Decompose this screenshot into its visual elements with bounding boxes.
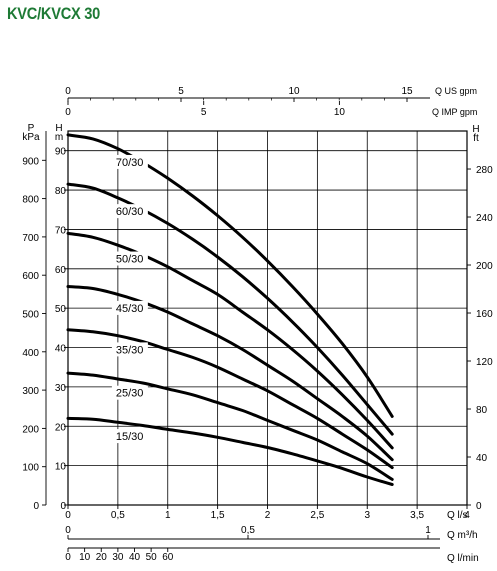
- head-ft-tick-label: 120: [476, 357, 493, 368]
- flow-lmin-tick-label: 30: [112, 552, 124, 563]
- series-label-bg: [111, 429, 148, 444]
- flow-usgpm-tick-label: 5: [178, 86, 184, 97]
- head-ft-tick-label: 80: [476, 405, 488, 416]
- flow-lmin-tick-label: 20: [96, 552, 108, 563]
- flow-impgpm-tick-label: 10: [334, 107, 346, 118]
- series-label-bg: [111, 300, 148, 315]
- flow-lmin-axis-label: Q l/min: [447, 553, 479, 564]
- head-ft-tick-label: 160: [476, 309, 493, 320]
- head-m-tick-label: 90: [55, 147, 67, 158]
- head-ft-tick-label: 40: [476, 453, 488, 464]
- head-ft-tick-label: 240: [476, 213, 493, 224]
- series-curve: [66, 231, 394, 450]
- series-label-bg: [111, 251, 148, 266]
- flow-ls-tick-label: 0,5: [111, 510, 125, 521]
- pressure-axis-unit: kPa: [22, 132, 40, 143]
- head-m-tick-label: 20: [55, 422, 67, 433]
- series-curve: [66, 416, 394, 486]
- flow-lmin-tick-label: 50: [146, 552, 158, 563]
- flow-usgpm-tick-label: 15: [401, 86, 413, 97]
- series-curve: [66, 133, 394, 418]
- flow-ls-tick-label: 1,5: [211, 510, 225, 521]
- head-ft-axis-label: H: [472, 124, 479, 135]
- series-label-bg: [111, 154, 148, 169]
- head-ft-tick-label: 280: [476, 165, 493, 176]
- series-label: 60/30: [116, 206, 144, 218]
- flow-ls-axis-label: Q l/s: [447, 510, 468, 521]
- pressure-tick-label: 800: [22, 195, 39, 206]
- flow-m3h-tick-label: 0: [65, 525, 71, 536]
- head-m-axis-label: H: [55, 123, 62, 134]
- series-curve: [66, 328, 394, 470]
- flow-m3h-tick-label: 0,5: [241, 525, 255, 536]
- flow-impgpm-tick-label: 0: [65, 107, 71, 118]
- series-label: 25/30: [116, 388, 144, 400]
- pressure-tick-label: 0: [33, 501, 39, 512]
- flow-impgpm-tick-label: 5: [201, 107, 207, 118]
- flow-usgpm-tick-label: 10: [288, 86, 300, 97]
- pressure-tick-label: 900: [22, 156, 39, 167]
- series-curve: [66, 285, 394, 462]
- head-m-axis-unit: m: [55, 132, 63, 143]
- pressure-tick-label: 400: [22, 348, 39, 359]
- series-label-bg: [111, 204, 148, 219]
- flow-usgpm-tick-label: 0: [65, 86, 71, 97]
- flow-ls-tick-label: 3: [364, 510, 370, 521]
- series-curve: [66, 371, 394, 481]
- flow-m3h-axis-label: Q m³/h: [447, 530, 478, 541]
- head-ft-tick-label: 0: [476, 501, 482, 512]
- flow-ls-tick-label: 1: [165, 510, 171, 521]
- flow-m3h-tick-label: 1: [425, 525, 431, 536]
- series-label: 50/30: [116, 254, 144, 266]
- flow-impgpm-axis-label: Q IMP gpm: [432, 107, 477, 117]
- pressure-tick-label: 700: [22, 233, 39, 244]
- pressure-tick-label: 600: [22, 271, 39, 282]
- flow-ls-tick-label: 4: [464, 510, 470, 521]
- series-label: 45/30: [116, 303, 144, 315]
- pressure-tick-label: 100: [22, 463, 39, 474]
- pressure-tick-label: 300: [22, 386, 39, 397]
- series-label-bg: [111, 385, 148, 400]
- flow-lmin-tick-label: 60: [162, 552, 174, 563]
- flow-lmin-tick-label: 0: [65, 552, 71, 563]
- head-m-tick-label: 30: [55, 383, 67, 394]
- series-curve: [66, 182, 394, 436]
- head-m-tick-label: 10: [55, 462, 67, 473]
- head-m-tick-label: 70: [55, 225, 67, 236]
- pressure-tick-label: 200: [22, 424, 39, 435]
- flow-usgpm-axis-label: Q US gpm: [435, 86, 477, 96]
- pressure-axis-label: P: [28, 123, 35, 134]
- flow-lmin-tick-label: 10: [79, 552, 91, 563]
- flow-lmin-tick-label: 40: [129, 552, 141, 563]
- head-m-tick-label: 50: [55, 304, 67, 315]
- flow-ls-tick-label: 2: [265, 510, 271, 521]
- series-label: 15/30: [116, 431, 144, 443]
- flow-ls-tick-label: 2,5: [310, 510, 324, 521]
- head-m-tick-label: 80: [55, 186, 67, 197]
- series-label: 35/30: [116, 344, 144, 356]
- series-label: 70/30: [116, 157, 144, 169]
- series-label-bg: [111, 342, 148, 357]
- pressure-tick-label: 500: [22, 310, 39, 321]
- head-ft-tick-label: 200: [476, 261, 493, 272]
- head-ft-axis-unit: ft: [473, 133, 479, 144]
- head-m-tick-label: 60: [55, 265, 67, 276]
- head-m-tick-label: 40: [55, 344, 67, 355]
- head-m-tick-label: 0: [60, 501, 66, 512]
- flow-ls-tick-label: 0: [65, 510, 71, 521]
- flow-ls-tick-label: 3,5: [410, 510, 424, 521]
- chart-title: KVC/KVCX 30: [7, 4, 101, 23]
